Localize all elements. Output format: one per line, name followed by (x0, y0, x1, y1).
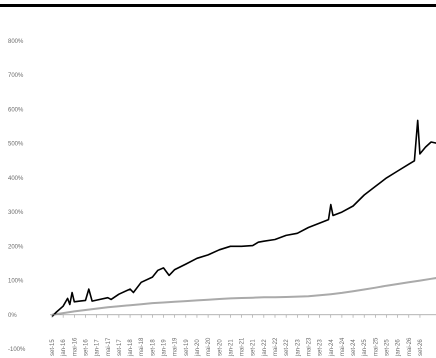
x-tick-label: set-15 (50, 339, 56, 356)
y-tick-label: 500% (8, 142, 24, 148)
y-tick-label: 200% (8, 244, 24, 250)
x-axis: set-15 jan-16 mai-16 set-16 jan-17 mai-17 set-… (50, 314, 436, 357)
plot-area (51, 119, 436, 318)
x-tick-label: mai-24 (340, 337, 346, 356)
series-line-grey (51, 277, 436, 316)
x-tick-label: mai-25 (373, 337, 379, 356)
x-tick-label: jan-16 (61, 339, 67, 357)
x-tick-label: jan-20 (195, 339, 201, 357)
y-tick-label: 700% (8, 73, 24, 79)
x-tick-label: mai-16 (72, 337, 78, 356)
x-tick-label: set-22 (284, 339, 290, 356)
x-tick-label: set-23 (318, 339, 324, 356)
x-tick-label: mai-20 (206, 337, 212, 356)
y-axis: 800% 700% 600% 500% 400% 300% 200% 100% 0% -100% (8, 39, 26, 353)
x-tick-label: mai-26 (407, 337, 413, 356)
x-tick-label: jan-17 (95, 339, 101, 357)
x-tick-label: mai-21 (240, 337, 246, 356)
x-tick-label: mai-17 (106, 337, 112, 356)
x-tick-label: set-17 (117, 339, 123, 356)
x-tick-label: jan-18 (128, 339, 134, 357)
y-tick-label: -100% (8, 347, 26, 353)
x-tick-label: set-16 (83, 339, 89, 356)
x-tick-label: jan-24 (329, 339, 335, 357)
y-tick-label: 400% (8, 176, 24, 182)
x-tick-label: mai-22 (273, 337, 279, 356)
x-tick-label: set-19 (184, 339, 190, 356)
x-tick-label: jan-22 (262, 339, 268, 357)
x-tick-label: mai-19 (173, 337, 179, 356)
y-tick-label: 0% (8, 313, 17, 319)
x-tick-label: set-26 (418, 339, 424, 356)
top-rule (0, 4, 436, 7)
x-tick-label: mai-23 (306, 337, 312, 356)
x-tick-label: jan-23 (295, 339, 301, 357)
x-tick-label: jan-26 (396, 339, 402, 357)
x-tick-label: set-24 (351, 339, 357, 356)
x-tick-label: set-21 (251, 339, 257, 356)
y-tick-label: 300% (8, 210, 24, 216)
x-tick-label: jan-19 (162, 339, 168, 357)
x-tick-label: set-18 (150, 339, 156, 356)
x-tick-label: jan-25 (362, 339, 368, 357)
x-tick-label: set-25 (385, 339, 391, 356)
y-tick-label: 800% (8, 39, 24, 45)
series-line-dark (51, 119, 436, 318)
y-tick-label: 100% (8, 279, 24, 285)
y-tick-label: 600% (8, 107, 24, 113)
x-tick-label: jan-21 (228, 339, 234, 357)
x-tick-label: mai-18 (139, 337, 145, 356)
x-tick-label: set-20 (217, 339, 223, 356)
